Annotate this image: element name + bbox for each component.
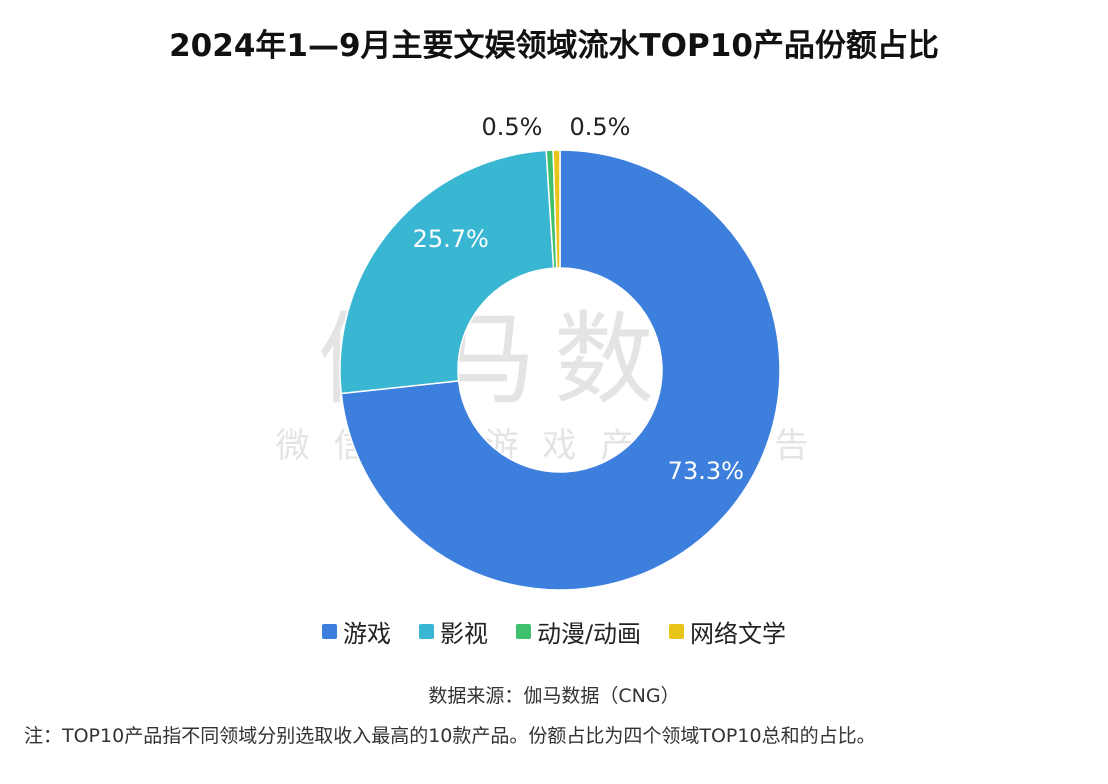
legend-item-game: 游戏 xyxy=(321,614,391,649)
data-source: 数据来源：伽马数据（CNG） xyxy=(428,685,680,707)
legend-item-film: 影视 xyxy=(418,614,488,649)
legend-item-novel: 网络文学 xyxy=(669,614,786,649)
data-label-film: 25.7% xyxy=(413,225,489,253)
legend-label-game: 游戏 xyxy=(342,620,391,648)
chart-title: 2024年1—9月主要文娱领域流水TOP10产品份额占比 xyxy=(169,28,939,64)
slice-game xyxy=(340,149,781,591)
legend-label-film: 影视 xyxy=(439,620,488,648)
chart-legend: 游戏 影视 动漫/动画 网络文学 xyxy=(0,614,1108,649)
legend-swatch-game xyxy=(321,624,337,639)
legend-item-anime: 动漫/动画 xyxy=(515,614,642,649)
legend-swatch-film xyxy=(418,624,434,639)
footnote: 注：TOP10产品指不同领域分别选取收入最高的10款产品。份额占比为四个领域TO… xyxy=(24,725,876,747)
legend-swatch-anime xyxy=(515,624,531,639)
data-label-anime: 0.5% xyxy=(482,113,543,141)
legend-swatch-novel xyxy=(669,624,685,639)
legend-label-anime: 动漫/动画 xyxy=(536,620,642,648)
data-label-game: 73.3% xyxy=(668,457,744,485)
slice-novel xyxy=(552,149,561,269)
legend-label-novel: 网络文学 xyxy=(690,620,787,648)
data-label-novel: 0.5% xyxy=(570,113,631,141)
slice-film xyxy=(339,149,555,395)
